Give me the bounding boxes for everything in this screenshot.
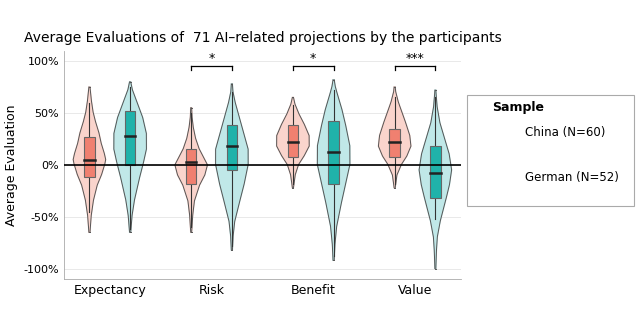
Bar bbox=[467, 117, 514, 148]
Polygon shape bbox=[378, 87, 411, 188]
Bar bbox=[186, 149, 196, 184]
Text: *: * bbox=[209, 52, 214, 65]
Bar bbox=[430, 146, 441, 198]
Text: German (N=52): German (N=52) bbox=[525, 171, 620, 184]
Bar bbox=[328, 121, 339, 184]
Polygon shape bbox=[175, 108, 207, 232]
Text: Sample: Sample bbox=[492, 101, 544, 114]
Bar bbox=[389, 128, 400, 157]
Text: China (N=60): China (N=60) bbox=[525, 126, 606, 139]
Polygon shape bbox=[73, 87, 106, 232]
Bar bbox=[125, 111, 136, 165]
Y-axis label: Average Evaluation: Average Evaluation bbox=[5, 104, 18, 226]
Bar bbox=[287, 126, 298, 157]
FancyBboxPatch shape bbox=[467, 95, 634, 206]
Polygon shape bbox=[276, 97, 309, 188]
Polygon shape bbox=[317, 80, 350, 260]
Text: ***: *** bbox=[406, 52, 424, 65]
Polygon shape bbox=[216, 84, 248, 250]
Bar bbox=[467, 162, 514, 193]
Title: Average Evaluations of  71 AI–related projections by the participants: Average Evaluations of 71 AI–related pro… bbox=[24, 31, 501, 45]
Bar bbox=[227, 126, 237, 170]
Polygon shape bbox=[114, 82, 147, 232]
Polygon shape bbox=[419, 90, 452, 268]
Bar bbox=[84, 137, 95, 177]
Text: *: * bbox=[310, 52, 316, 65]
